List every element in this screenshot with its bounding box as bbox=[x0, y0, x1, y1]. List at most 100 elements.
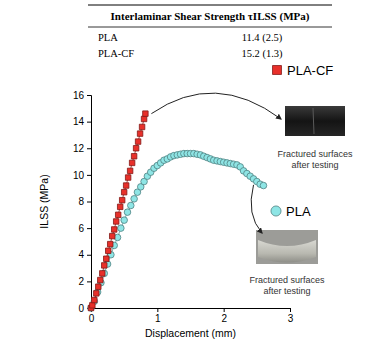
y-tick-label: 2 bbox=[78, 276, 84, 287]
data-point bbox=[137, 131, 142, 136]
y-tick: 10 bbox=[73, 170, 91, 181]
y-tick-mark bbox=[87, 202, 91, 203]
data-point bbox=[119, 197, 124, 202]
table-cell: PLA-CF bbox=[98, 48, 134, 59]
photo-pla bbox=[258, 240, 316, 263]
y-tick-label: 8 bbox=[78, 196, 84, 207]
y-tick-label: 10 bbox=[73, 170, 85, 181]
legend-symbol bbox=[273, 66, 282, 75]
y-axis-title: ILSS (MPa) bbox=[38, 174, 50, 228]
y-axis-line bbox=[87, 96, 92, 309]
data-point bbox=[106, 248, 111, 253]
data-point bbox=[111, 227, 116, 232]
y-tick-mark bbox=[87, 281, 91, 282]
y-tick-label: 16 bbox=[73, 90, 85, 101]
x-tick-mark bbox=[290, 308, 291, 312]
data-point bbox=[121, 217, 128, 224]
annotation: Fractured surfacesafter testing bbox=[277, 149, 353, 170]
y-tick-mark bbox=[87, 228, 91, 229]
table: Interlaminar Shear Strength τILSS (MPa) P… bbox=[88, 5, 332, 60]
data-point bbox=[109, 233, 114, 238]
legend-item: PLA-CF bbox=[273, 63, 334, 78]
data-point bbox=[124, 209, 131, 216]
y-tick-mark bbox=[87, 148, 91, 149]
data-point bbox=[141, 116, 146, 121]
data-point bbox=[260, 182, 267, 189]
table-header: Interlaminar Shear Strength τILSS (MPa) bbox=[111, 10, 310, 23]
data-point bbox=[129, 160, 134, 165]
table-cell: PLA bbox=[98, 32, 118, 43]
data-point bbox=[118, 225, 125, 232]
x-tick-label: 3 bbox=[288, 313, 294, 324]
x-tick-mark bbox=[157, 308, 158, 312]
y-tick-label: 14 bbox=[73, 116, 85, 127]
y-tick-label: 12 bbox=[73, 143, 85, 154]
y-tick-mark bbox=[87, 122, 91, 123]
legend-label: PLA bbox=[286, 204, 311, 219]
x-tick-label: 2 bbox=[221, 313, 227, 324]
table-rule bbox=[88, 27, 332, 28]
data-point bbox=[96, 284, 101, 289]
y-tick-mark bbox=[87, 255, 91, 256]
x-tick-mark bbox=[224, 308, 225, 312]
y-tick-label: 4 bbox=[78, 249, 84, 260]
y-tick-label: 0 bbox=[78, 303, 84, 314]
y-tick: 16 bbox=[73, 90, 91, 101]
data-point bbox=[92, 297, 97, 302]
data-point bbox=[135, 139, 140, 144]
x-tick: 1 bbox=[155, 308, 161, 324]
series bbox=[88, 111, 148, 311]
x-tick: 2 bbox=[221, 308, 227, 324]
data-point bbox=[125, 175, 130, 180]
data-point bbox=[100, 271, 105, 276]
y-tick: 4 bbox=[78, 249, 91, 260]
y-tick: 12 bbox=[73, 143, 91, 154]
data-point bbox=[143, 111, 148, 116]
data-point bbox=[98, 277, 103, 282]
data-point bbox=[107, 241, 112, 246]
specimen-photos bbox=[256, 106, 345, 264]
table-cell: 11.4 (2.5) bbox=[242, 32, 283, 44]
plot-area bbox=[88, 111, 267, 311]
data-point bbox=[139, 124, 144, 129]
annotation-line: Fractured surfaces bbox=[249, 275, 325, 285]
series bbox=[88, 150, 267, 311]
y-tick: 6 bbox=[78, 223, 91, 234]
table-rule bbox=[88, 5, 332, 6]
data-point bbox=[90, 303, 95, 308]
legend-symbol bbox=[271, 206, 281, 216]
figure: Interlaminar Shear Strength τILSS (MPa) P… bbox=[0, 0, 390, 356]
data-point bbox=[115, 212, 120, 217]
series-line bbox=[91, 114, 145, 308]
y-tick-label: 6 bbox=[78, 223, 84, 234]
x-axis: 0 1 2 3 bbox=[89, 308, 294, 324]
annotation: Fractured surfacesafter testing bbox=[249, 275, 325, 296]
x-axis-line bbox=[92, 309, 291, 313]
legend-item: PLA bbox=[271, 204, 311, 219]
x-tick-label: 1 bbox=[155, 313, 161, 324]
annotation-line: after testing bbox=[263, 286, 310, 296]
data-point bbox=[123, 183, 128, 188]
annotation-line: Fractured surfaces bbox=[277, 149, 353, 159]
arrow bbox=[251, 185, 262, 233]
data-point bbox=[131, 196, 138, 203]
data-point bbox=[127, 168, 132, 173]
y-tick: 14 bbox=[73, 116, 91, 127]
y-tick-mark bbox=[87, 175, 91, 176]
y-tick: 8 bbox=[78, 196, 91, 207]
data-point bbox=[121, 189, 126, 194]
x-tick-label: 0 bbox=[89, 313, 95, 324]
y-tick: 2 bbox=[78, 276, 91, 287]
table-cell: 15.2 (1.3) bbox=[241, 48, 283, 60]
photo-pla-bg bbox=[256, 230, 318, 264]
x-tick: 3 bbox=[288, 308, 294, 324]
data-point bbox=[113, 219, 118, 224]
photo-pla-cf bbox=[285, 106, 345, 136]
data-point bbox=[131, 153, 136, 158]
data-point bbox=[94, 291, 99, 296]
data-point bbox=[133, 146, 138, 151]
data-point bbox=[117, 204, 122, 209]
series-line bbox=[91, 154, 263, 308]
data-point bbox=[128, 202, 135, 209]
legend-label: PLA-CF bbox=[287, 63, 333, 78]
